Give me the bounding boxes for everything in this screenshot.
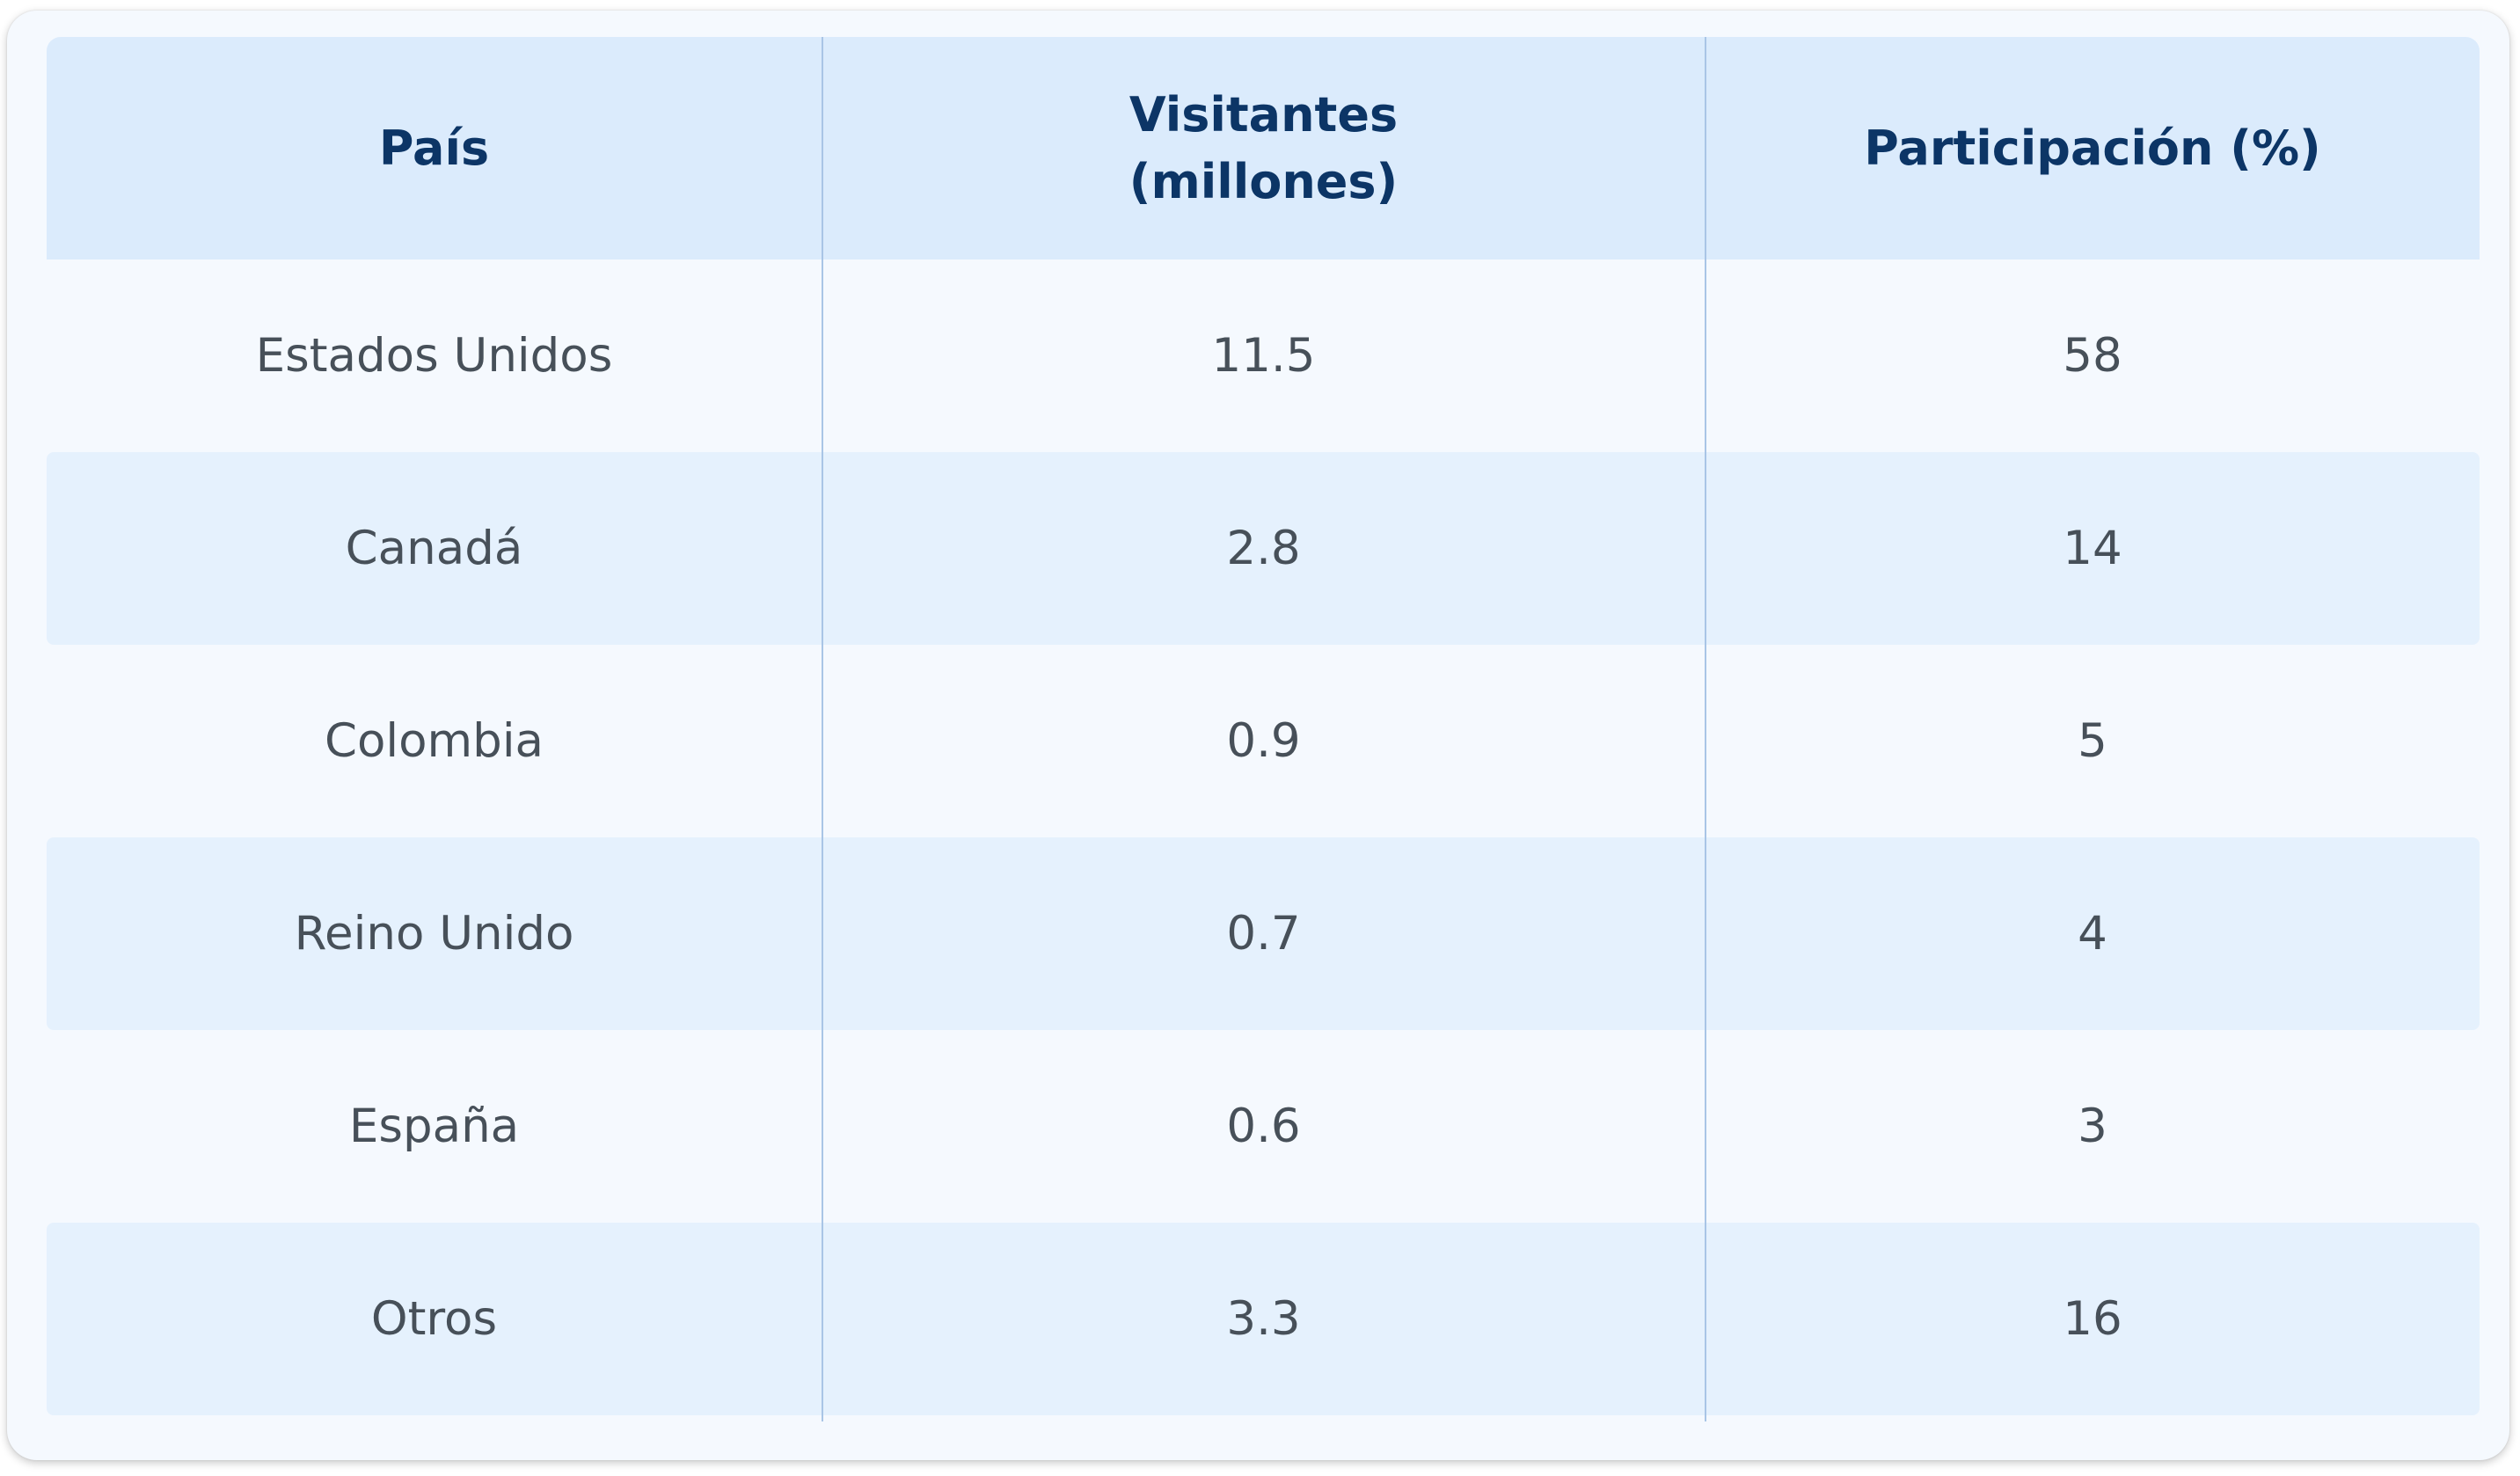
cell-pais: Otros <box>370 1292 498 1346</box>
cell-pais: Colombia <box>324 714 544 768</box>
table-row: Reino Unido 0.7 4 <box>47 837 2480 1030</box>
cell-participacion: 5 <box>2078 714 2107 768</box>
cell-visitantes: 3.3 <box>1226 1292 1301 1346</box>
cell-visitantes: 0.9 <box>1226 714 1301 768</box>
cell-visitantes: 2.8 <box>1226 522 1301 575</box>
cell-participacion: 14 <box>2063 522 2122 575</box>
cell-participacion: 16 <box>2063 1292 2122 1346</box>
cell-participacion: 58 <box>2063 329 2122 383</box>
table-row: Colombia 0.9 5 <box>47 645 2480 837</box>
column-header-visitantes: Visitantes (millones) <box>822 37 1706 259</box>
table-row: Canadá 2.8 14 <box>47 452 2480 645</box>
cell-pais: Canadá <box>345 522 523 575</box>
column-header-label: País <box>378 120 490 176</box>
cell-pais: Estados Unidos <box>255 329 613 383</box>
table-header-row: País Visitantes (millones) Participación… <box>47 37 2480 259</box>
cell-visitantes: 0.7 <box>1226 907 1301 961</box>
data-table: País Visitantes (millones) Participación… <box>47 37 2480 1421</box>
cell-participacion: 4 <box>2078 907 2107 961</box>
column-header-participacion: Participación (%) <box>1706 37 2480 259</box>
cell-visitantes: 0.6 <box>1226 1100 1301 1153</box>
column-header-pais: País <box>47 37 822 259</box>
cell-pais: Reino Unido <box>294 907 574 961</box>
column-header-label: Visitantes (millones) <box>1129 86 1399 209</box>
table-row: Estados Unidos 11.5 58 <box>47 259 2480 452</box>
column-header-label: Participación (%) <box>1864 120 2321 176</box>
column-divider <box>1705 37 1706 1421</box>
cell-participacion: 3 <box>2078 1100 2107 1153</box>
cell-pais: España <box>348 1100 520 1153</box>
column-divider <box>822 37 823 1421</box>
table-row: Otros 3.3 16 <box>47 1223 2480 1415</box>
cell-visitantes: 11.5 <box>1211 329 1316 383</box>
table-card: País Visitantes (millones) Participación… <box>7 11 2509 1460</box>
table-row: España 0.6 3 <box>47 1030 2480 1223</box>
